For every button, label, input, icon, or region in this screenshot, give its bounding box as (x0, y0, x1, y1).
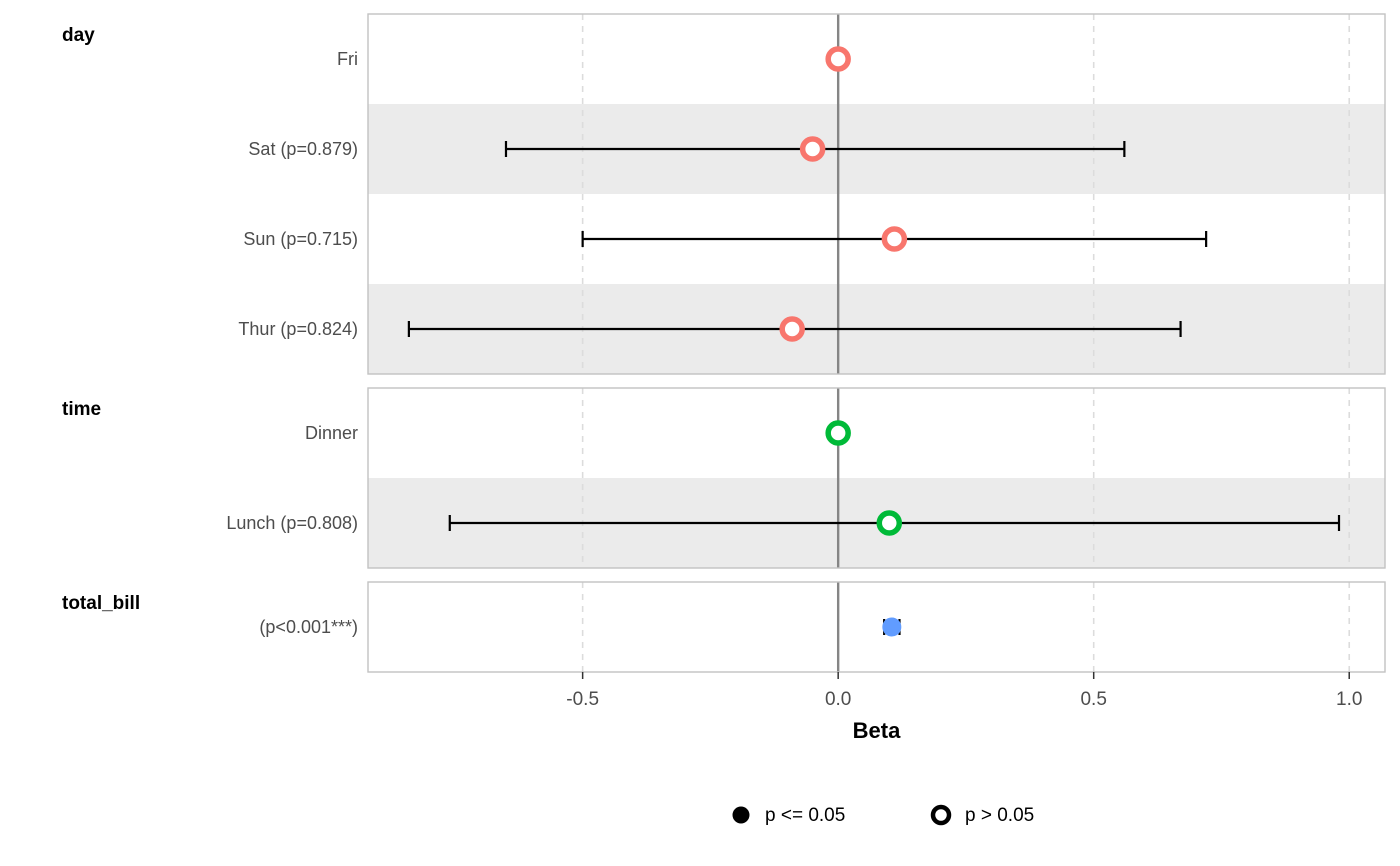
legend-marker-open (930, 804, 952, 826)
legend-marker-filled (732, 806, 750, 824)
panel-border (367, 581, 1386, 673)
row-label: (p<0.001***) (259, 617, 358, 637)
group-label-day: day (62, 25, 95, 46)
row-label: Fri (337, 49, 358, 69)
group-label-total_bill: total_bill (62, 593, 140, 614)
row-label: Sat (p=0.879) (248, 139, 358, 159)
row-label: Dinner (305, 423, 358, 443)
group-label-time: time (62, 399, 101, 420)
panel-group-day (367, 13, 1386, 375)
estimate-point-open (825, 420, 851, 446)
panel-border (367, 13, 1386, 375)
estimate-point-open (881, 226, 908, 252)
legend-label: p <= 0.05 (765, 805, 845, 826)
x-tick-label: 0.0 (825, 689, 851, 710)
x-axis-title: Beta (853, 718, 901, 743)
estimate-point-filled (882, 617, 902, 637)
x-tick-label: 0.5 (1080, 689, 1106, 710)
row-label: Thur (p=0.824) (238, 319, 358, 339)
row-label: Lunch (p=0.808) (226, 513, 358, 533)
panel-group-time (367, 387, 1386, 569)
panel-group-total_bill (367, 581, 1386, 673)
row-label: Sun (p=0.715) (243, 229, 358, 249)
x-tick-label: 1.0 (1336, 689, 1362, 710)
panel-bg (368, 582, 1385, 672)
estimate-point-open (799, 136, 826, 162)
panel-border (367, 387, 1386, 569)
legend-label: p > 0.05 (965, 805, 1034, 826)
x-tick-label: -0.5 (566, 689, 599, 710)
estimate-point-open (876, 510, 903, 536)
estimate-point-open (779, 316, 805, 342)
estimate-point-open (825, 46, 851, 72)
legend: p <= 0.05 p > 0.05 (732, 804, 1034, 826)
